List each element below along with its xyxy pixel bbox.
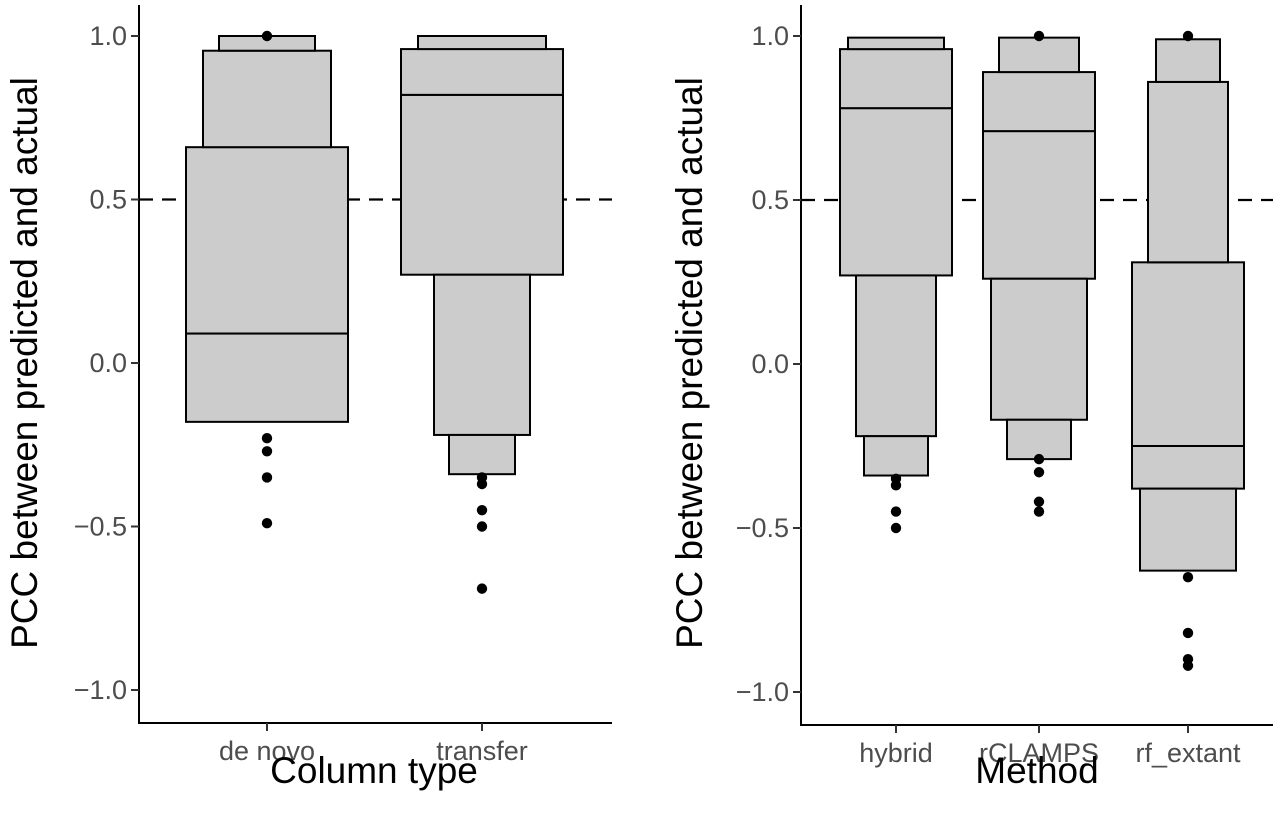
panel-column-type: PCC between predicted and actual 1.0 0.5 0… [4,5,612,791]
x-tick-label: rf_extant [1135,738,1241,768]
letter-value-box [1131,261,1245,447]
letter-value-box [1147,80,1229,264]
letter-value-box [1006,418,1072,461]
letter-value-box [1131,445,1245,490]
letter-value-box [448,433,516,476]
y-tick-label: 0.5 [751,185,789,215]
x-tick-label: de novo [219,736,315,766]
y-tick-label: −1.0 [736,677,789,707]
outlier-point [261,518,273,529]
letter-value-box [1139,487,1237,572]
x-axis-ticks: de novo transfer [219,723,528,766]
y-tick-label: 1.0 [751,21,789,51]
letter-value-box [990,277,1088,421]
letter-value-box [185,332,349,423]
x-axis-title: Column type [270,750,478,791]
outlier-point [1182,660,1194,671]
letter-value-box [982,130,1096,280]
letter-value-box [185,146,349,335]
outlier-point [1033,506,1045,517]
letter-value-box [433,273,531,436]
letter-value-box [855,274,937,438]
x-tick-label: hybrid [859,738,933,768]
outlier-point [890,522,902,534]
letter-value-box [400,93,564,276]
letter-value-box [202,49,332,149]
y-tick-label: 1.0 [89,21,127,51]
letter-value-boxes [185,35,564,476]
outlier-point [890,506,902,517]
letter-value-box [847,36,945,51]
outlier-point [1033,467,1045,478]
y-tick-label: 0.0 [751,349,789,379]
outlier-point [261,446,273,457]
y-axis-ticks: 1.0 0.5 0.0 −0.5 −1.0 [736,21,801,707]
outlier-point [476,504,488,516]
y-tick-label: −0.5 [736,513,789,543]
outlier-point [476,521,488,532]
outlier-points [890,30,1194,671]
letter-value-boxes [839,36,1245,572]
y-axis-ticks: 1.0 0.5 0.0 −0.5 −1.0 [74,21,139,705]
y-tick-label: −1.0 [74,675,127,705]
outlier-point [476,478,488,490]
letter-value-box [839,107,953,277]
letter-value-box [1155,38,1221,83]
y-tick-label: −0.5 [74,512,127,542]
outlier-point [261,30,273,42]
outlier-point [1033,453,1045,465]
letter-value-box [998,36,1080,74]
outlier-point [1182,572,1194,583]
outlier-point [476,583,488,594]
panel-method: PCC between predicted and actual 1.0 0.5 0… [669,5,1273,791]
outlier-point [1033,496,1045,507]
outlier-point [261,472,273,483]
letter-value-box [417,35,547,51]
y-axis-title: PCC between predicted and actual [4,77,45,649]
outlier-point [1182,30,1194,42]
x-axis-title: Method [975,750,1098,791]
outlier-points [261,30,488,594]
outlier-point [890,480,902,491]
y-tick-label: 0.5 [89,185,127,215]
letter-value-box [839,48,953,110]
outlier-point [1182,627,1194,639]
x-axis-ticks: hybrid rCLAMPS rf_extant [859,725,1241,768]
letter-value-box [982,71,1096,133]
outlier-point [261,433,273,444]
letter-value-box [400,48,564,96]
y-axis-title: PCC between predicted and actual [669,77,710,649]
y-tick-label: 0.0 [89,348,127,378]
x-tick-label: rCLAMPS [979,738,1099,768]
x-tick-label: transfer [436,736,528,766]
letter-value-box [863,435,929,477]
outlier-point [1033,30,1045,42]
